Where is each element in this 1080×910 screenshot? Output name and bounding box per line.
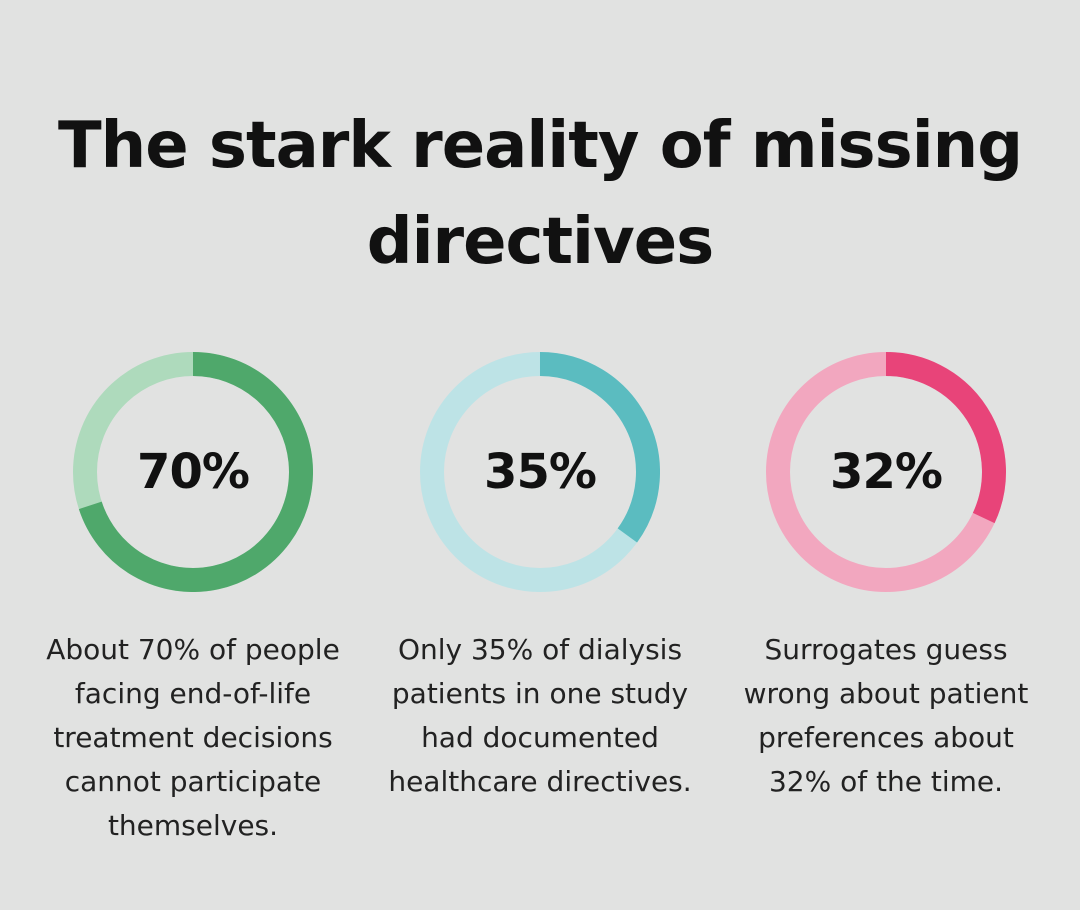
donut-chart: 32% (726, 352, 1046, 596)
stat-caption: About 70% of people facing end-of-life t… (46, 633, 340, 842)
donut-ring (73, 352, 313, 592)
stat-card: 32% Surrogates guess wrong about patient… (726, 352, 1046, 804)
donut-chart: 70% (33, 352, 353, 596)
stat-caption: Surrogates guess wrong about patient pre… (743, 633, 1029, 798)
stat-card: 35% Only 35% of dialysis patients in one… (380, 352, 700, 804)
donut-value-arc (885, 352, 1006, 524)
stat-caption: Only 35% of dialysis patients in one stu… (388, 633, 692, 798)
donut-value-label: 32% (830, 444, 943, 500)
donut-value-arc (539, 352, 660, 543)
stat-card: 70% About 70% of people facing end-of-li… (33, 352, 353, 848)
donut-value-arc (78, 352, 313, 592)
donut-ring (766, 352, 1006, 592)
donut-chart: 35% (380, 352, 700, 596)
donut-value-label: 35% (484, 444, 597, 500)
infographic-title: The stark reality of missing directives (57, 109, 1023, 279)
donut-value-label: 70% (137, 444, 250, 500)
donut-ring (420, 352, 660, 592)
